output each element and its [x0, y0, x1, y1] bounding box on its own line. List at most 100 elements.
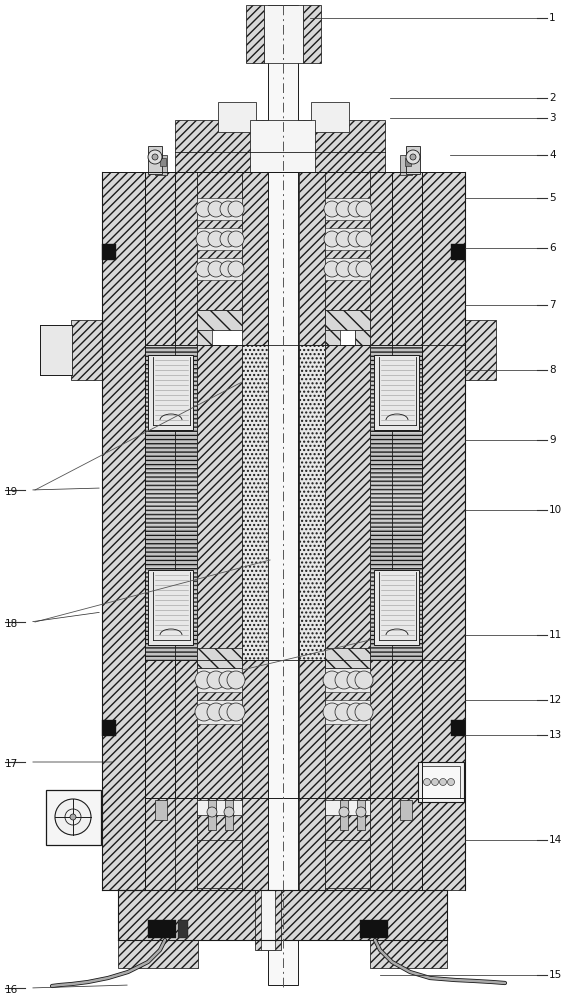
Circle shape	[324, 231, 340, 247]
Text: 10: 10	[549, 505, 562, 515]
Bar	[261, 890, 275, 950]
Bar	[242, 172, 268, 890]
Circle shape	[323, 703, 341, 721]
Bar	[197, 800, 242, 815]
Bar	[325, 840, 370, 888]
Circle shape	[347, 671, 365, 689]
Bar	[197, 668, 242, 692]
Bar	[197, 345, 242, 660]
Bar	[325, 345, 370, 660]
Circle shape	[410, 154, 416, 160]
Circle shape	[148, 150, 162, 164]
Circle shape	[196, 261, 212, 277]
Bar	[370, 345, 422, 660]
Text: 15: 15	[549, 970, 562, 980]
Bar	[148, 920, 176, 938]
Bar	[325, 800, 370, 815]
Bar	[160, 158, 166, 166]
Bar	[197, 798, 242, 890]
Bar	[299, 172, 325, 890]
Text: 1: 1	[549, 13, 556, 23]
Bar	[370, 940, 447, 968]
Bar	[374, 355, 419, 430]
Bar	[325, 172, 370, 310]
Bar	[422, 766, 460, 798]
Bar	[325, 228, 370, 250]
Circle shape	[208, 231, 224, 247]
Bar	[325, 310, 370, 330]
Text: 2: 2	[549, 93, 556, 103]
Bar	[155, 155, 167, 175]
Circle shape	[208, 261, 224, 277]
Bar	[355, 330, 365, 345]
Circle shape	[348, 201, 364, 217]
Text: 18: 18	[5, 619, 18, 629]
Text: 7: 7	[549, 300, 556, 310]
Circle shape	[220, 231, 236, 247]
Bar	[264, 5, 303, 63]
Circle shape	[207, 671, 225, 689]
Bar	[102, 172, 175, 890]
Text: 9: 9	[549, 435, 556, 445]
Circle shape	[228, 201, 244, 217]
Bar	[451, 244, 465, 260]
Circle shape	[220, 201, 236, 217]
Bar	[197, 310, 242, 330]
Circle shape	[152, 154, 158, 160]
Bar	[325, 330, 340, 345]
Bar	[250, 120, 315, 172]
Bar	[400, 800, 412, 820]
Circle shape	[431, 778, 438, 786]
Circle shape	[224, 807, 234, 817]
Bar	[360, 920, 388, 938]
Bar	[197, 330, 212, 345]
Circle shape	[55, 799, 91, 835]
Circle shape	[220, 261, 236, 277]
Text: 11: 11	[549, 630, 562, 640]
Bar	[197, 172, 242, 310]
Bar	[46, 790, 101, 845]
Circle shape	[323, 671, 341, 689]
Bar	[374, 570, 419, 645]
Text: 12: 12	[549, 695, 562, 705]
Bar	[102, 720, 116, 736]
Text: 13: 13	[549, 730, 562, 740]
Text: 6: 6	[549, 243, 556, 253]
Bar	[102, 244, 116, 260]
Bar	[197, 700, 242, 724]
Circle shape	[227, 703, 245, 721]
Bar	[325, 668, 370, 692]
Circle shape	[208, 201, 224, 217]
Circle shape	[348, 231, 364, 247]
Circle shape	[196, 231, 212, 247]
Circle shape	[324, 201, 340, 217]
Bar	[242, 345, 268, 660]
Text: 17: 17	[5, 759, 18, 769]
Bar	[325, 798, 370, 890]
Bar	[299, 345, 325, 660]
Bar	[392, 172, 465, 890]
Bar	[325, 700, 370, 724]
Circle shape	[207, 807, 217, 817]
Text: 19: 19	[5, 487, 18, 497]
Bar	[197, 198, 242, 220]
Circle shape	[228, 261, 244, 277]
Bar	[118, 940, 198, 968]
Bar	[451, 720, 465, 736]
Bar	[40, 325, 72, 375]
Circle shape	[355, 671, 373, 689]
Bar	[155, 800, 167, 820]
Circle shape	[196, 201, 212, 217]
Circle shape	[70, 814, 76, 820]
Bar	[197, 330, 207, 345]
Circle shape	[207, 703, 225, 721]
Bar	[246, 5, 264, 63]
Bar	[340, 800, 348, 830]
Bar	[311, 102, 349, 132]
Circle shape	[355, 703, 373, 721]
Text: 5: 5	[549, 193, 556, 203]
Bar	[268, 5, 298, 985]
Circle shape	[348, 261, 364, 277]
Circle shape	[219, 671, 237, 689]
Bar	[405, 158, 411, 166]
